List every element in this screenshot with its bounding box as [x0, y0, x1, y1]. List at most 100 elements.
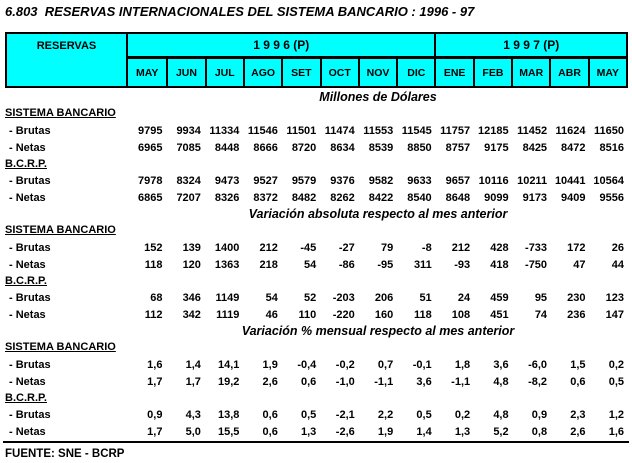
- value-cell: 8262: [330, 192, 355, 204]
- value-cell: 1,7: [147, 426, 163, 438]
- value-cell: 8482: [291, 192, 317, 204]
- month-header-3: JUL: [204, 59, 243, 86]
- value-cell: 1119: [216, 309, 240, 321]
- month-header-9: ENE: [434, 59, 472, 86]
- value-cell: 0,6: [262, 409, 278, 421]
- value-cell: 11650: [594, 124, 624, 137]
- value-cell: 0,5: [608, 375, 624, 388]
- group-name: SISTEMA BANCARIO: [5, 341, 116, 353]
- value-cell: 11757: [440, 124, 471, 137]
- month-header-2: JUN: [166, 59, 204, 86]
- year-1997-header: 1 9 9 7 (P): [434, 34, 626, 59]
- value-cell: 10211: [517, 175, 548, 187]
- value-cell: 8472: [561, 141, 586, 154]
- table-row: - Brutas 0,9 4,3 13,8 0,6 0,5 -2,1 2,2 0,5 0,2 4,8…: [5, 407, 628, 424]
- value-cell: 418: [490, 258, 509, 271]
- value-cell: 1,3: [454, 426, 471, 438]
- value-cell: 1,6: [147, 358, 163, 371]
- value-cell: 1363: [214, 258, 240, 271]
- value-cell: 9527: [253, 175, 278, 187]
- table-row: - Brutas 152 139 1400 212 -45 -27 79 -8 212 428 -73…: [5, 240, 628, 257]
- table-row: - Brutas 68 346 1149 54 52 -203 206 51 24 459 95 230…: [5, 290, 628, 307]
- value-cell: 172: [567, 241, 586, 254]
- group-name: B.C.R.P.: [5, 157, 47, 170]
- value-cell: 428: [490, 241, 509, 254]
- table-row: - Brutas 7978 8324 9473 9527 9579 9376 9582 9633…: [5, 173, 628, 190]
- value-cell: 11501: [286, 124, 317, 137]
- row-label: - Brutas: [9, 358, 51, 371]
- value-cell: 0,5: [301, 409, 317, 421]
- value-cell: 212: [451, 241, 471, 254]
- table-row: - Brutas 1,6 1,4 14,1 1,9 -0,4 -0,2 0,7 -0,1 1,8 3…: [5, 357, 628, 374]
- row-label: - Brutas: [9, 292, 51, 304]
- value-cell: 79: [380, 241, 394, 254]
- value-cell: -1,0: [335, 375, 355, 388]
- value-cell: 8326: [214, 192, 240, 204]
- value-cell: 8540: [407, 192, 432, 204]
- value-cell: 12185: [478, 124, 509, 137]
- value-cell: 236: [567, 309, 586, 321]
- group-name: SISTEMA BANCARIO: [5, 107, 116, 119]
- value-cell: 451: [490, 309, 509, 321]
- value-cell: 11545: [401, 124, 432, 137]
- value-cell: 8648: [445, 192, 471, 204]
- value-cell: 0,6: [301, 375, 317, 388]
- value-cell: 218: [259, 258, 278, 271]
- value-cell: 1,4: [185, 358, 201, 371]
- value-cell: 2,6: [570, 426, 586, 438]
- value-cell: 206: [374, 292, 394, 304]
- value-cell: 1,4: [416, 426, 432, 438]
- row-label: - Brutas: [9, 241, 51, 254]
- value-cell: 7978: [137, 175, 163, 187]
- value-cell: 212: [259, 241, 278, 254]
- source-note: FUENTE: SNE - BCRP: [5, 448, 125, 460]
- value-cell: -6,0: [528, 358, 548, 371]
- value-cell: 14,1: [217, 358, 240, 371]
- value-cell: 8539: [368, 141, 394, 154]
- row-label: - Netas: [9, 258, 46, 271]
- value-cell: 2,6: [262, 375, 278, 388]
- value-cell: 1,2: [608, 409, 624, 421]
- value-cell: 10564: [593, 175, 624, 187]
- month-header-12: ABR: [549, 59, 587, 86]
- value-cell: 0,8: [531, 426, 548, 438]
- value-cell: 7207: [176, 192, 201, 204]
- value-cell: 1,9: [262, 358, 278, 371]
- row-label: - Netas: [9, 426, 46, 438]
- value-cell: 26: [611, 241, 624, 254]
- value-cell: 346: [182, 292, 201, 304]
- value-cell: 0,5: [416, 409, 432, 421]
- month-header-7: NOV: [357, 59, 396, 86]
- value-cell: 6865: [137, 192, 163, 204]
- month-header-11: MAR: [511, 59, 549, 86]
- value-cell: 160: [374, 309, 394, 321]
- value-cell: 1400: [214, 241, 240, 254]
- value-cell: 120: [182, 258, 201, 271]
- value-cell: 4,8: [493, 409, 509, 421]
- value-cell: -86: [338, 258, 355, 271]
- value-cell: 11624: [555, 124, 586, 137]
- value-cell: -93: [454, 258, 471, 271]
- value-cell: 95: [534, 292, 548, 304]
- year-1996-header: 1 9 9 6 (P): [128, 34, 435, 59]
- value-cell: 52: [304, 292, 317, 304]
- value-cell: 54: [304, 258, 317, 271]
- value-cell: 9934: [176, 124, 201, 137]
- value-cell: 8516: [599, 141, 624, 154]
- value-cell: 3,6: [493, 358, 509, 371]
- value-cell: -1,1: [374, 375, 394, 388]
- value-cell: -8,2: [528, 375, 548, 388]
- value-cell: 118: [413, 309, 432, 321]
- value-cell: 1,7: [185, 375, 201, 388]
- value-cell: 9376: [330, 175, 355, 187]
- value-cell: -203: [332, 292, 355, 304]
- value-cell: 1,9: [377, 426, 394, 438]
- group-name: B.C.R.P.: [5, 274, 47, 287]
- value-cell: 4,3: [185, 409, 201, 421]
- value-cell: 8422: [368, 192, 394, 204]
- value-cell: -0,1: [412, 358, 432, 371]
- table-row: - Netas 1,7 5,0 15,5 0,6 1,3 -2,6 1,9 1,4 1,3 5,2 0…: [5, 424, 628, 441]
- value-cell: 230: [567, 292, 586, 304]
- value-cell: 9099: [484, 192, 509, 204]
- value-cell: 118: [144, 258, 163, 271]
